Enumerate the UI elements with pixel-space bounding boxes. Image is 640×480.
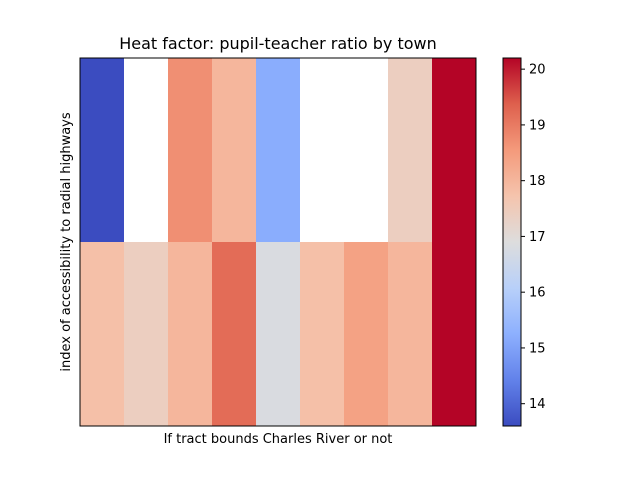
colorbar [502, 57, 522, 427]
heatmap-cell [80, 58, 125, 243]
heatmap-cell [432, 242, 477, 427]
heatmap-cell [388, 242, 433, 427]
x-axis-label: If tract bounds Charles River or not [164, 432, 393, 447]
heatmap-cell [388, 58, 433, 243]
heatmap-cell [80, 242, 125, 427]
heatmap-cell [344, 58, 389, 243]
heatmap-cell [124, 242, 169, 427]
chart-title: Heat factor: pupil-teacher ratio by town [119, 34, 437, 53]
colorbar-tick-label: 17 [529, 230, 546, 245]
colorbar-tick-label: 18 [529, 174, 546, 189]
heatmap-cell [124, 58, 169, 243]
colorbar-tick-label: 20 [529, 63, 546, 78]
colorbar-tick-label: 14 [529, 397, 546, 412]
heatmap-cell [212, 58, 257, 243]
heatmap-cell [256, 242, 301, 427]
heatmap-cell [212, 242, 257, 427]
colorbar-tick-label: 19 [529, 118, 546, 133]
colorbar-tick-label: 15 [529, 341, 546, 356]
heatmap-cells [80, 58, 477, 427]
heatmap-cell [256, 58, 301, 243]
plot-frame [79, 57, 477, 427]
heatmap-cell [300, 242, 345, 427]
colorbar-ticks: 14 15 16 17 18 19 20 [521, 63, 546, 412]
heatmap-cell [168, 58, 213, 243]
heatmap-cell [432, 58, 477, 243]
colorbar-tick-label: 16 [529, 286, 546, 301]
heatmap-cell [168, 242, 213, 427]
heatmap-cell [300, 58, 345, 243]
heatmap-cell [344, 242, 389, 427]
y-axis-label: index of accessibility to radial highway… [59, 112, 74, 371]
